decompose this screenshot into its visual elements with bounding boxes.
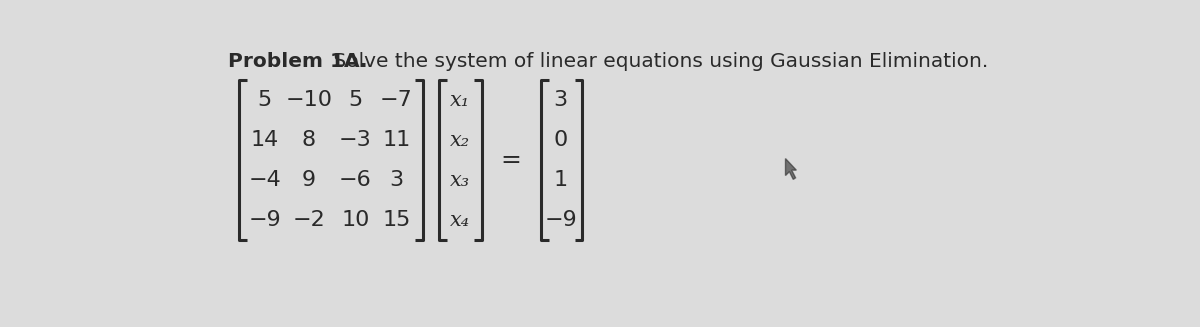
Text: Solve the system of linear equations using Gaussian Elimination.: Solve the system of linear equations usi… [326,52,988,71]
Text: x₃: x₃ [450,171,470,190]
Text: x₁: x₁ [450,91,470,110]
Text: 5: 5 [258,90,272,110]
Text: =: = [500,148,521,172]
Text: 0: 0 [553,130,568,150]
Text: 1: 1 [553,170,568,190]
Text: −9: −9 [248,210,281,230]
Text: −9: −9 [545,210,577,230]
Text: 3: 3 [389,170,403,190]
Text: 3: 3 [553,90,568,110]
Text: 8: 8 [302,130,316,150]
Text: −7: −7 [380,90,413,110]
Text: 15: 15 [383,210,410,230]
Text: 9: 9 [302,170,316,190]
Text: −2: −2 [293,210,325,230]
Text: 5: 5 [348,90,362,110]
Text: Problem 1A.: Problem 1A. [228,52,367,71]
Text: x₂: x₂ [450,130,470,150]
Text: −3: −3 [340,130,372,150]
Text: 11: 11 [383,130,410,150]
Text: −4: −4 [248,170,281,190]
Text: 10: 10 [341,210,370,230]
Text: 14: 14 [251,130,278,150]
Polygon shape [786,159,797,180]
Text: x₄: x₄ [450,211,470,230]
Text: −10: −10 [286,90,332,110]
Text: −6: −6 [340,170,372,190]
